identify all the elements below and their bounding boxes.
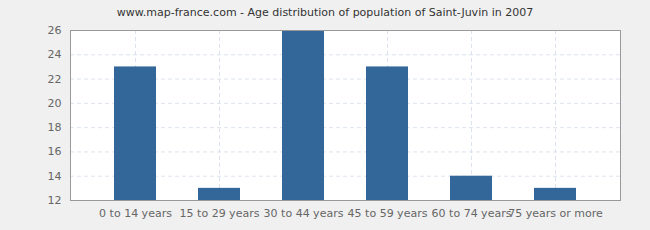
svg-text:30 to 44 years: 30 to 44 years xyxy=(264,207,344,220)
svg-text:0 to 14 years: 0 to 14 years xyxy=(99,207,172,220)
svg-text:16: 16 xyxy=(48,145,62,158)
svg-text:26: 26 xyxy=(48,24,62,37)
svg-text:24: 24 xyxy=(48,48,62,61)
svg-text:60 to 74 years: 60 to 74 years xyxy=(432,207,512,220)
svg-text:22: 22 xyxy=(48,73,62,86)
svg-text:20: 20 xyxy=(48,97,62,110)
svg-text:45 to 59 years: 45 to 59 years xyxy=(348,207,428,220)
html-text:www.map-france.com - Age distr: www.map-france.com - Age distribution of… xyxy=(116,6,534,19)
svg-text:18: 18 xyxy=(48,121,62,134)
svg-text:12: 12 xyxy=(48,194,62,207)
svg-text:14: 14 xyxy=(48,170,62,183)
svg-text:15 to 29 years: 15 to 29 years xyxy=(180,207,260,220)
svg-text:75 years or more: 75 years or more xyxy=(508,207,603,220)
